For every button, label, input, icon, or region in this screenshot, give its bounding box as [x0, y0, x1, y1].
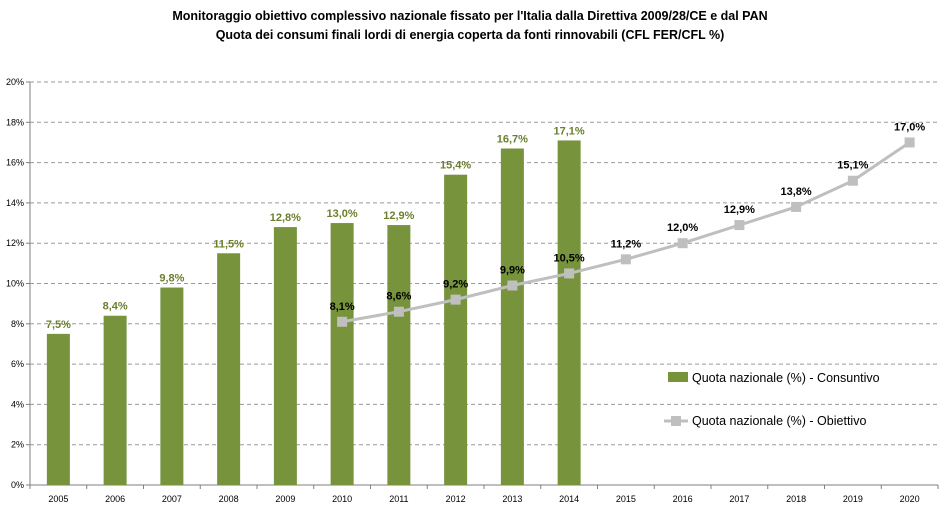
x-tick-label: 2019 — [843, 494, 863, 504]
bar — [103, 315, 127, 485]
bar — [557, 140, 581, 485]
line-point — [564, 268, 575, 279]
x-tick-label: 2009 — [275, 494, 295, 504]
line-point — [791, 201, 802, 212]
bar — [387, 225, 411, 485]
x-tick-label: 2017 — [729, 494, 749, 504]
x-tick-label: 2008 — [219, 494, 239, 504]
line-data-label: 9,9% — [500, 265, 525, 277]
y-tick-label: 0% — [11, 480, 24, 490]
line-point — [620, 254, 631, 265]
x-tick-label: 2016 — [673, 494, 693, 504]
line-data-label: 12,0% — [667, 222, 698, 234]
bar — [444, 174, 468, 485]
x-tick-label: 2018 — [786, 494, 806, 504]
y-tick-label: 2% — [11, 440, 24, 450]
line-data-label: 10,5% — [554, 252, 585, 264]
line-data-label: 15,1% — [837, 160, 868, 172]
x-tick-label: 2006 — [105, 494, 125, 504]
legend-swatch-consuntivo — [668, 372, 688, 382]
obiettivo-line — [341, 141, 911, 324]
line-data-label: 8,1% — [330, 301, 355, 313]
y-tick-label: 16% — [6, 158, 24, 168]
legend-marker-obiettivo — [671, 416, 681, 426]
bar — [273, 227, 297, 485]
line-point — [337, 316, 348, 327]
chart-title: Monitoraggio obiettivo complessivo nazio… — [172, 9, 767, 23]
line-data-label: 12,9% — [724, 204, 755, 216]
bar — [500, 148, 524, 485]
bar-data-label: 17,1% — [554, 125, 585, 137]
y-tick-label: 6% — [11, 359, 24, 369]
bar-data-label: 11,5% — [213, 238, 244, 250]
x-tick-label: 2007 — [162, 494, 182, 504]
legend: Quota nazionale (%) - Consuntivo Quota na… — [664, 371, 880, 428]
line-data-label: 8,6% — [386, 291, 411, 303]
x-tick-label: 2011 — [389, 494, 408, 504]
legend-label-consuntivo: Quota nazionale (%) - Consuntivo — [692, 371, 880, 385]
line-data-label: 9,2% — [443, 279, 468, 291]
y-tick-label: 4% — [11, 399, 24, 409]
y-tick-label: 12% — [6, 238, 24, 248]
bar-data-label: 16,7% — [497, 133, 528, 145]
line-data-label: 13,8% — [781, 186, 812, 198]
line-point — [507, 280, 518, 291]
bar-data-label: 9,8% — [159, 273, 184, 285]
x-tick-label: 2005 — [48, 494, 68, 504]
x-tick-label: 2014 — [559, 494, 579, 504]
bar-data-label: 12,8% — [270, 212, 301, 224]
y-tick-label: 10% — [6, 279, 24, 289]
line-point — [677, 238, 688, 249]
bar-data-label: 8,4% — [103, 301, 128, 313]
bar — [217, 253, 241, 485]
y-tick-label: 20% — [6, 77, 24, 87]
y-tick-label: 14% — [6, 198, 24, 208]
line-point — [450, 294, 461, 305]
x-tick-label: 2012 — [446, 494, 466, 504]
bar — [160, 287, 184, 485]
x-tick-label: 2013 — [502, 494, 522, 504]
plot-area: 0% 2% 4% 6% 8% 10% 12% 14% 16% 18% 20% 2005 2006 2007… — [6, 77, 939, 504]
bar-data-label: 15,4% — [440, 160, 471, 172]
legend-label-obiettivo: Quota nazionale (%) - Obiettivo — [692, 414, 866, 428]
bar-data-label: 13,0% — [327, 208, 358, 220]
y-tick-label: 18% — [6, 117, 24, 127]
chart-subtitle: Quota dei consumi finali lordi di energi… — [216, 28, 725, 42]
line-data-label: 11,2% — [611, 238, 642, 250]
line-point — [393, 306, 404, 317]
y-tick-label: 8% — [11, 319, 24, 329]
line-point — [847, 175, 858, 186]
bar — [330, 223, 354, 486]
line-data-label: 17,0% — [894, 121, 925, 133]
x-tick-label: 2020 — [900, 494, 920, 504]
bar-data-label: 12,9% — [383, 210, 414, 222]
bar-data-label: 7,5% — [46, 319, 71, 331]
line-point — [734, 220, 745, 231]
x-tick-label: 2010 — [332, 494, 352, 504]
bar — [46, 333, 70, 485]
x-tick-label: 2015 — [616, 494, 636, 504]
line-point — [904, 137, 915, 148]
